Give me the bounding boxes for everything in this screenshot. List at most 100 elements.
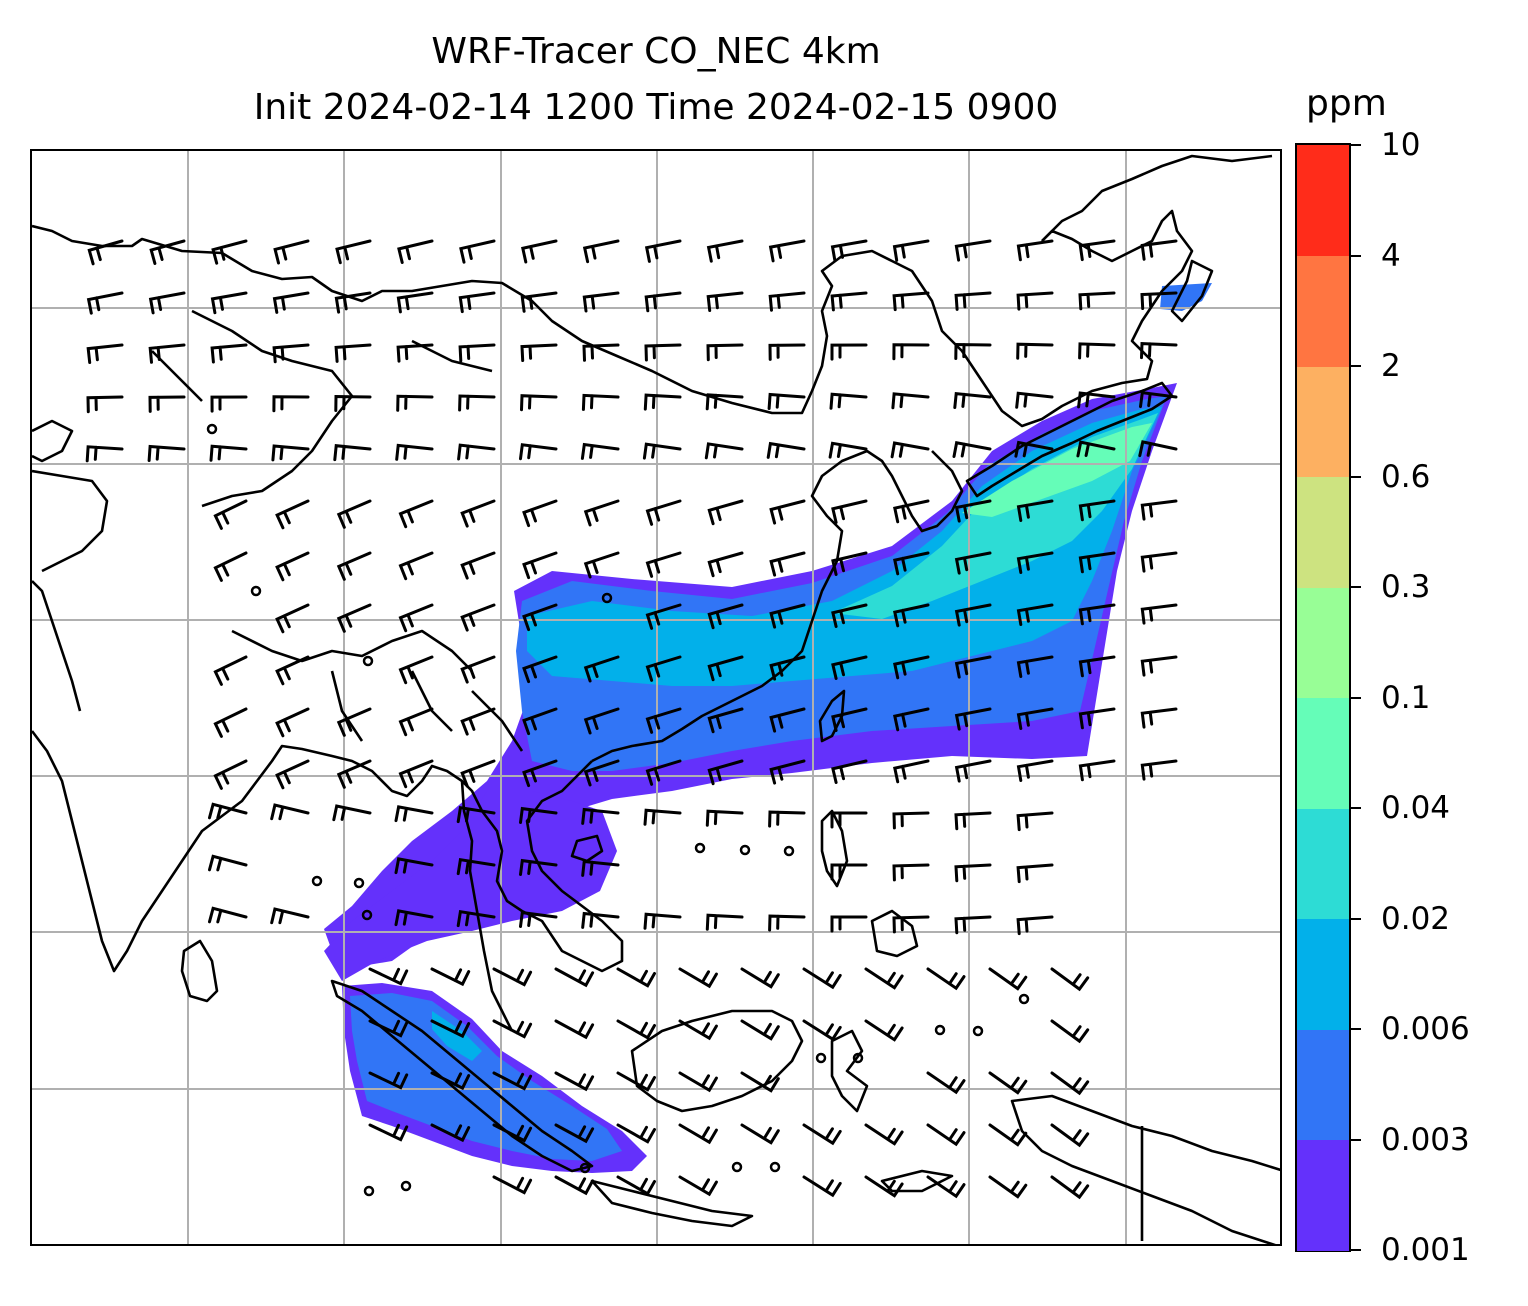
- coastline-borneo: [630, 1009, 804, 1113]
- wind-barb: [1140, 239, 1178, 261]
- wind-barb: [398, 499, 434, 529]
- wind-barb: [148, 343, 186, 364]
- colorbar-tick-mark: [1351, 254, 1361, 257]
- wind-barb: [831, 759, 868, 784]
- coastlines-layer: [32, 154, 1280, 1244]
- wind-barb: [430, 967, 471, 987]
- calm-wind-circle: [206, 423, 218, 435]
- wind-barb: [1050, 967, 1090, 992]
- coastline-luzon: [820, 809, 849, 888]
- wind-barb: [398, 603, 434, 633]
- wind-barb: [368, 1019, 409, 1038]
- colorbar-tick-label: 0.003: [1381, 1121, 1470, 1158]
- wind-barb: [645, 707, 682, 734]
- wind-barb: [830, 915, 868, 933]
- wind-barb: [336, 707, 372, 737]
- wind-barb: [86, 395, 124, 414]
- wind-barb: [802, 967, 842, 990]
- wind-barb: [830, 239, 868, 263]
- colorbar-tick-mark: [1351, 365, 1361, 367]
- calm-wind-circle: [361, 909, 373, 921]
- wind-barb: [581, 393, 620, 411]
- wind-barb: [1078, 707, 1116, 730]
- colorbar-tick-mark: [1351, 144, 1361, 146]
- colorbar-tick-label: 10: [1381, 127, 1421, 163]
- wind-barb: [766, 441, 806, 459]
- wind-barb: [893, 551, 930, 576]
- wind-barb: [87, 239, 124, 266]
- wind-barb: [394, 909, 434, 927]
- wind-barb: [954, 342, 992, 360]
- wind-barb: [336, 603, 372, 633]
- wind-barb: [1139, 391, 1178, 409]
- wind-barb: [1140, 603, 1178, 625]
- wind-barb: [1140, 655, 1178, 677]
- wind-barb: [583, 499, 620, 527]
- wind-barb: [520, 291, 558, 313]
- wind-barb: [1078, 342, 1116, 360]
- coastline-inner-borders: [151, 309, 524, 752]
- colorbar-segment: [1297, 1029, 1349, 1140]
- wind-barb: [988, 1175, 1028, 1199]
- wind-barb: [272, 291, 310, 314]
- wind-barb: [519, 806, 558, 824]
- wind-barb: [522, 499, 558, 528]
- wind-barb: [954, 811, 992, 831]
- wind-barb: [768, 914, 806, 932]
- wind-barb: [582, 291, 620, 313]
- wind-barb: [643, 912, 682, 930]
- wind-barb: [213, 707, 248, 738]
- wind-barb: [926, 1071, 966, 1095]
- wind-barb: [740, 1071, 780, 1093]
- calm-wind-circle: [579, 1162, 591, 1174]
- colorbar-tick-mark: [1351, 1028, 1361, 1030]
- wind-barb: [831, 655, 868, 680]
- wind-barb: [1078, 759, 1116, 782]
- wind-barb: [1077, 391, 1116, 409]
- wind-barb: [208, 854, 248, 872]
- wind-barb: [706, 239, 744, 263]
- wind-barb: [582, 239, 620, 264]
- wind-barb: [492, 1019, 533, 1039]
- wind-barb: [208, 802, 248, 820]
- wind-barb: [831, 499, 868, 524]
- wind-barb: [645, 551, 682, 578]
- wind-barb: [678, 1071, 718, 1093]
- wind-barb: [926, 1123, 966, 1147]
- wind-barb: [706, 343, 744, 362]
- wind-barb: [1016, 551, 1054, 574]
- coastline-new-guinea: [1010, 1094, 1280, 1244]
- wind-barb: [678, 1175, 718, 1197]
- wind-barb: [275, 655, 310, 686]
- wind-barb: [831, 551, 868, 576]
- wind-barb: [616, 1123, 656, 1144]
- wind-barb: [705, 809, 744, 827]
- colorbar-segment: [1297, 918, 1349, 1030]
- wind-barb: [678, 1123, 718, 1145]
- wind-barb: [395, 443, 434, 461]
- wind-barb: [580, 442, 620, 460]
- wind-barb: [554, 1019, 595, 1040]
- coastline-indochina: [460, 760, 624, 1032]
- wind-barb: [208, 906, 248, 924]
- wind-barb: [149, 239, 186, 265]
- colorbar-tick-mark: [1351, 807, 1361, 809]
- wind-barb: [828, 441, 868, 459]
- wind-barb: [954, 291, 992, 311]
- colorbar-segment: [1297, 366, 1349, 477]
- wind-barb: [1050, 1123, 1090, 1148]
- wind-barb: [582, 343, 620, 362]
- wind-barb: [892, 291, 930, 312]
- wind-barb: [581, 859, 620, 877]
- wind-barb: [893, 707, 930, 732]
- calm-wind-circle: [934, 1024, 946, 1036]
- wind-barb: [890, 441, 930, 459]
- wind-barb: [926, 1175, 966, 1199]
- wind-barb: [209, 444, 248, 462]
- wind-barb: [954, 551, 992, 575]
- wind-barb: [769, 707, 806, 733]
- wind-barb: [583, 759, 620, 787]
- wind-barb: [1076, 440, 1116, 458]
- wind-barb: [1078, 655, 1116, 678]
- wind-barb: [492, 1175, 533, 1195]
